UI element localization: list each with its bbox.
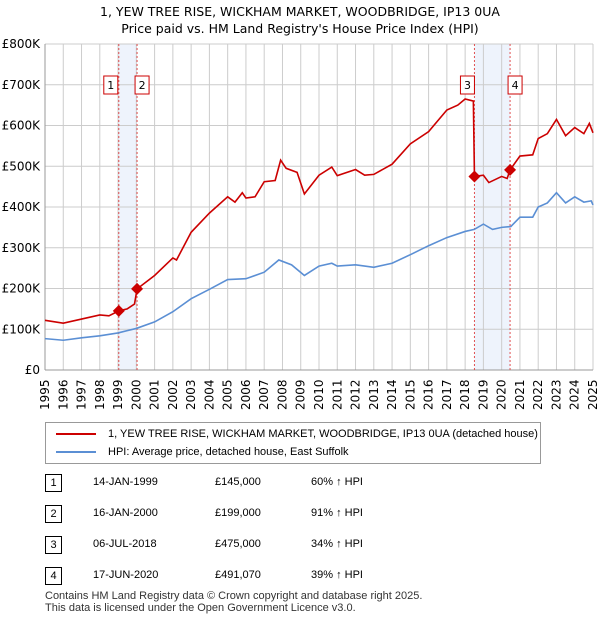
x-tick-label: 2005 xyxy=(221,379,235,410)
sale-point xyxy=(468,170,481,183)
sale-row: 2 16-JAN-2000 £199,000 91% ↑ HPI xyxy=(45,505,445,523)
legend-swatch xyxy=(56,451,96,453)
sale-label-box xyxy=(103,75,119,95)
sale-label: 3 xyxy=(464,79,471,92)
sale-number-badge: 4 xyxy=(45,567,62,585)
sale-hpi-change: 39% ↑ HPI xyxy=(311,569,363,581)
sale-row: 3 06-JUL-2018 £475,000 34% ↑ HPI xyxy=(45,536,445,554)
legend-swatch xyxy=(56,433,96,435)
footer-line: Contains HM Land Registry data © Crown c… xyxy=(45,590,423,602)
y-tick-label: £600K xyxy=(2,119,42,133)
x-tick-label: 2020 xyxy=(495,379,509,410)
x-tick-label: 1999 xyxy=(111,379,125,410)
y-tick-label: £300K xyxy=(2,241,42,255)
x-tick-label: 1997 xyxy=(75,379,89,410)
sale-date: 06-JUL-2018 xyxy=(93,538,157,550)
chart-title: 1, YEW TREE RISE, WICKHAM MARKET, WOODBR… xyxy=(0,3,600,37)
x-tick-label: 2024 xyxy=(568,379,582,410)
x-tick-label: 1996 xyxy=(56,379,70,410)
sale-price: £199,000 xyxy=(215,507,261,519)
legend-label: 1, YEW TREE RISE, WICKHAM MARKET, WOODBR… xyxy=(108,428,538,440)
sale-date: 14-JAN-1999 xyxy=(93,476,158,488)
x-tick-label: 2016 xyxy=(422,379,436,410)
x-tick-label: 2022 xyxy=(531,379,545,410)
y-tick-label: £800K xyxy=(2,37,42,51)
x-tick-label: 2011 xyxy=(330,379,344,410)
sale-label-box xyxy=(459,75,475,95)
x-tick-label: 2004 xyxy=(202,379,216,410)
property-price-line xyxy=(44,98,594,324)
legend-label: HPI: Average price, detached house, East… xyxy=(108,446,349,458)
sale-label-box xyxy=(134,75,150,95)
x-tick-label: 2001 xyxy=(148,379,162,410)
y-tick-label: £500K xyxy=(2,159,42,173)
sale-price: £491,070 xyxy=(215,569,261,581)
sale-hpi-change: 34% ↑ HPI xyxy=(311,538,363,550)
x-tick-label: 1998 xyxy=(93,379,107,410)
x-tick-label: 2023 xyxy=(549,379,563,410)
x-tick-label: 2013 xyxy=(367,379,381,410)
x-tick-label: 2021 xyxy=(513,379,527,410)
legend-item-hpi: HPI: Average price, detached house, East… xyxy=(56,445,349,459)
y-tick-label: £700K xyxy=(2,78,42,92)
sale-label: 4 xyxy=(512,79,519,92)
y-tick-label: £0 xyxy=(25,363,40,377)
subtitle-line: Price paid vs. HM Land Registry's House … xyxy=(121,21,479,36)
footer-line: This data is licensed under the Open Gov… xyxy=(45,602,356,614)
x-tick-label: 2019 xyxy=(476,379,490,410)
sale-number-badge: 2 xyxy=(45,505,62,523)
x-tick-label: 2006 xyxy=(239,379,253,410)
sale-number-badge: 1 xyxy=(45,474,62,492)
x-tick-label: 2010 xyxy=(312,379,326,410)
x-tick-label: 2009 xyxy=(294,379,308,410)
y-tick-label: £100K xyxy=(2,322,42,336)
x-tick-label: 2015 xyxy=(403,379,417,410)
sale-price: £475,000 xyxy=(215,538,261,550)
sale-point xyxy=(112,304,125,317)
sale-price: £145,000 xyxy=(215,476,261,488)
x-tick-label: 2002 xyxy=(166,379,180,410)
sale-date: 16-JAN-2000 xyxy=(93,507,158,519)
x-tick-label: 1995 xyxy=(38,379,52,410)
sale-label-box xyxy=(507,75,523,95)
legend-item-property: 1, YEW TREE RISE, WICKHAM MARKET, WOODBR… xyxy=(56,427,538,441)
x-tick-label: 2014 xyxy=(385,379,399,410)
sale-point xyxy=(131,282,144,295)
x-tick-label: 2018 xyxy=(458,379,472,410)
x-tick-label: 2025 xyxy=(586,379,600,410)
price-chart: 1995 1996 1997 1998 1999 2000 2001 2002 2003 2004… xyxy=(2,37,600,410)
sale-point xyxy=(504,163,517,176)
x-tick-label: 2008 xyxy=(275,379,289,410)
sale-hpi-change: 60% ↑ HPI xyxy=(311,476,363,488)
hpi-line xyxy=(44,191,594,342)
sale-label: 1 xyxy=(107,79,114,92)
x-tick-label: 2007 xyxy=(257,379,271,410)
y-tick-label: £200K xyxy=(2,282,42,296)
sale-row: 1 14-JAN-1999 £145,000 60% ↑ HPI xyxy=(45,474,445,492)
title-line: 1, YEW TREE RISE, WICKHAM MARKET, WOODBR… xyxy=(100,4,500,19)
sale-hpi-change: 91% ↑ HPI xyxy=(311,507,363,519)
x-tick-label: 2012 xyxy=(349,379,363,410)
x-tick-label: 2000 xyxy=(129,379,143,410)
footer: Contains HM Land Registry data © Crown c… xyxy=(45,590,422,614)
sale-date: 17-JUN-2020 xyxy=(93,569,159,581)
x-tick-label: 2017 xyxy=(440,379,454,410)
sale-row: 4 17-JUN-2020 £491,070 39% ↑ HPI xyxy=(45,567,445,585)
x-tick-label: 2003 xyxy=(184,379,198,410)
sale-number-badge: 3 xyxy=(45,536,62,554)
legend: 1, YEW TREE RISE, WICKHAM MARKET, WOODBR… xyxy=(45,422,541,464)
sale-label: 2 xyxy=(139,79,146,92)
y-tick-label: £400K xyxy=(2,200,42,214)
